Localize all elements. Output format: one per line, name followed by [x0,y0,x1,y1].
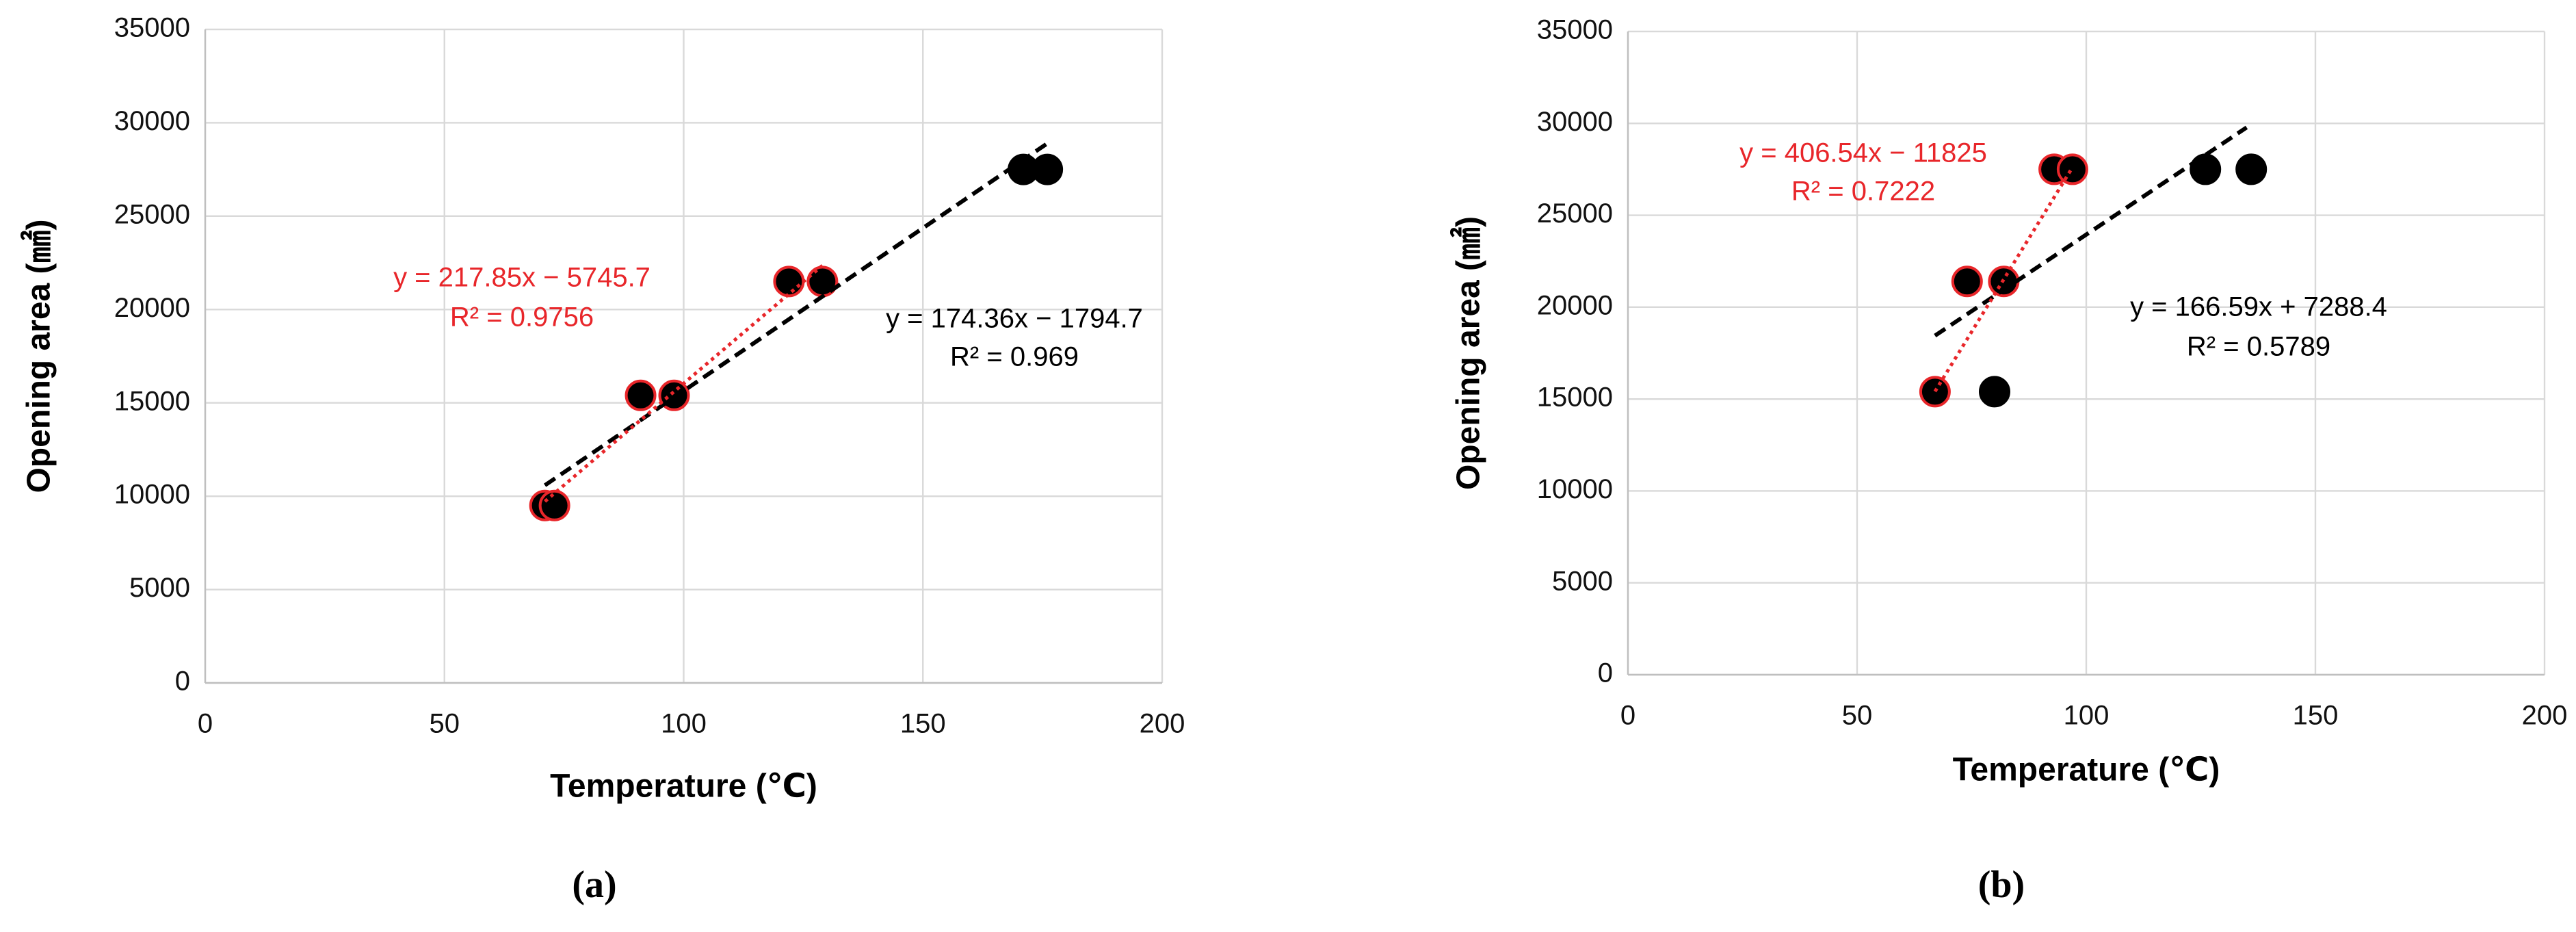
trend-equation: R² = 0.9756 [450,302,594,333]
x-axis-title: Temperature (℃) [1953,752,2220,788]
x-tick-label: 200 [1140,709,1185,739]
data-point [773,266,805,298]
y-tick-label: 35000 [1537,15,1613,45]
data-point [538,489,570,521]
trend-line [1934,125,2248,337]
trend-equation: y = 217.85x − 5745.7 [393,263,650,293]
x-tick-label: 150 [2293,701,2339,731]
x-tick-label: 150 [900,709,946,739]
x-tick-label: 100 [661,709,707,739]
trend-line [544,264,824,503]
y-tick-label: 10000 [1537,474,1613,504]
y-tick-label: 25000 [1537,198,1613,229]
trend-equation: y = 406.54x − 11825 [1739,138,1987,168]
y-tick-label: 30000 [114,106,190,136]
data-point [2235,153,2268,185]
y-tick-label: 15000 [1537,383,1613,413]
x-tick-label: 50 [430,709,460,739]
y-axis-title: Opening area (㎟) [21,219,57,493]
data-point [1951,266,1983,298]
y-tick-label: 15000 [114,386,190,416]
y-tick-label: 20000 [114,293,190,323]
data-point [1979,376,2010,408]
trend-equation: R² = 0.969 [950,342,1079,372]
y-tick-label: 25000 [114,199,190,229]
x-tick-label: 50 [1842,701,1873,731]
panel-caption: (a) [572,864,616,906]
y-tick-label: 5000 [129,573,190,603]
y-tick-label: 5000 [1552,566,1613,596]
data-point [625,379,657,411]
trend-equation: y = 174.36x − 1794.7 [886,304,1143,334]
trend-equation: y = 166.59x + 7288.4 [2130,292,2387,322]
x-tick-label: 0 [198,709,213,739]
panel-caption: (b) [1978,864,2025,906]
trend-equation: R² = 0.5789 [2187,332,2330,362]
x-axis-title: Temperature (℃) [550,768,817,805]
data-point [2056,153,2088,185]
y-tick-label: 35000 [114,13,190,43]
data-point [1919,376,1951,408]
y-tick-label: 10000 [114,480,190,510]
trend-line [543,142,1049,487]
x-tick-label: 0 [1620,701,1635,731]
trend-line [1933,166,2075,393]
trend-equation: R² = 0.7222 [1791,177,1935,207]
data-point [1031,153,1064,185]
y-tick-label: 20000 [1537,290,1613,320]
x-tick-label: 100 [2064,701,2110,731]
y-tick-label: 30000 [1537,107,1613,137]
y-axis-title: Opening area (㎟) [1450,216,1487,490]
x-tick-label: 200 [2522,701,2568,731]
y-tick-label: 0 [1598,658,1613,688]
y-tick-label: 0 [175,666,190,697]
